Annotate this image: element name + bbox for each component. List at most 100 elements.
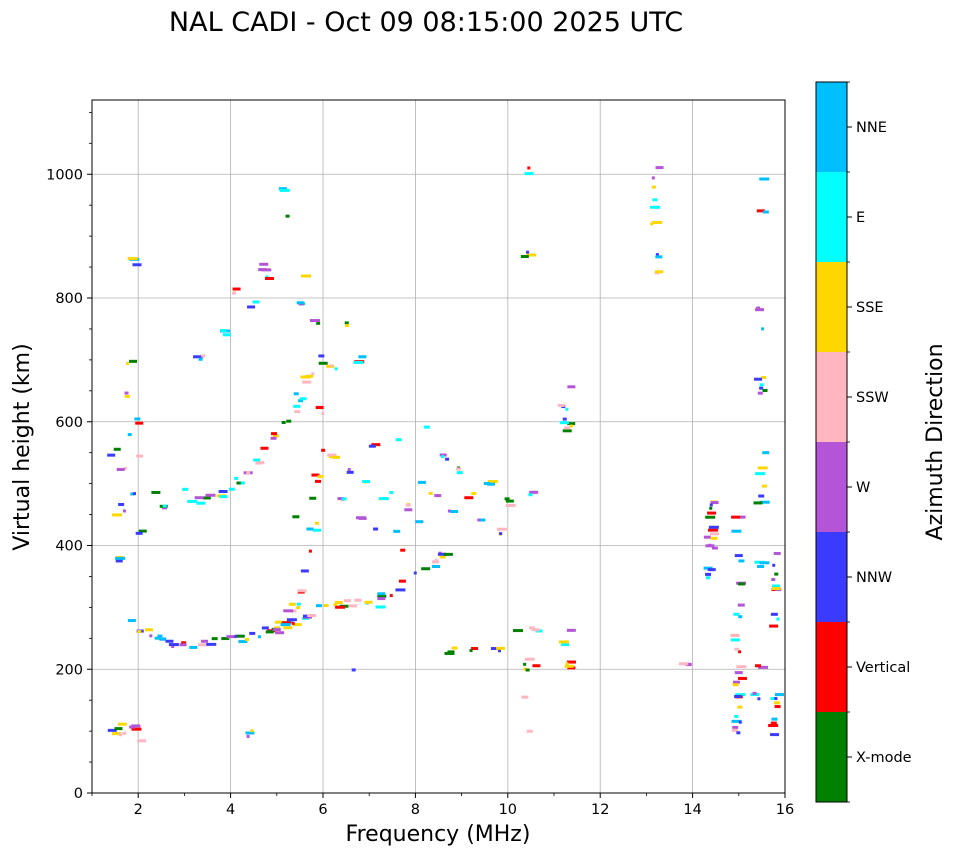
echo-point [293,392,299,396]
echo-point [711,546,718,550]
echo-point [732,680,740,684]
echo-point [298,399,304,403]
echo-point [651,176,655,180]
colorbar-segment [816,172,847,262]
echo-point [759,383,764,387]
echo-point [731,529,742,533]
echo-point [707,528,718,532]
echo-point [193,355,204,359]
echo-point [527,166,531,170]
echo-point [437,552,446,556]
echo-point [313,528,322,532]
echo-point [358,355,367,359]
echo-point [344,599,352,603]
echo-point [115,559,123,563]
echo-point [222,333,231,337]
echo-point [283,626,293,630]
echo-point [296,602,301,606]
echo-point [132,263,142,267]
echo-point [127,433,132,437]
echo-point [731,515,741,519]
x-tick-label: 12 [591,802,609,818]
echo-point [737,603,745,607]
echo-point [520,255,529,259]
echo-point [198,357,203,361]
echo-point [281,420,286,424]
colorbar-frame [815,81,848,803]
echo-point [272,628,281,632]
echo-point [738,676,748,680]
echo-point [264,276,274,280]
echo-point [182,487,189,491]
echo-point [710,536,718,540]
echo-point [296,301,304,305]
colorbar-segment [816,352,847,442]
echo-point [770,612,778,616]
echo-point [464,496,474,500]
echo-point [127,619,136,623]
echo-point [771,717,778,721]
echo-point [480,518,486,522]
echo-point [283,609,294,613]
echo-point [337,497,345,501]
echo-point [162,504,167,508]
echo-point [774,572,779,576]
echo-point [347,468,351,472]
echo-point [257,635,261,639]
echo-point [531,628,540,632]
echo-point [776,617,780,621]
echo-point [703,535,711,539]
echo-point [211,637,218,641]
x-tick-label: 2 [134,802,143,818]
echo-point [377,592,386,596]
echo-point [329,364,333,368]
echo-point [772,563,776,567]
echo-point [421,567,431,571]
echo-point [371,443,381,447]
echo-point [321,411,325,415]
echo-point [505,499,514,503]
echo-point [652,198,658,202]
echo-point [752,691,757,695]
echo-point [196,501,206,505]
colorbar-category-label: NNW [856,570,892,586]
echo-point [236,481,245,485]
echo-point [314,521,319,525]
echo-point [202,496,211,500]
echo-point [234,476,239,480]
echo-point [265,275,269,279]
echo-point [761,327,765,331]
echo-point [650,205,661,209]
echo-point [565,662,569,666]
echo-point [404,508,413,512]
echo-point [771,584,780,588]
echo-point [272,434,279,438]
echo-point [567,385,576,389]
echo-point [757,697,761,701]
echo-point [707,568,716,572]
echo-point [498,649,502,653]
echo-point [731,728,738,732]
echo-point [149,634,153,638]
echo-point [375,605,386,609]
echo-point [131,727,142,731]
echo-point [528,493,533,497]
echo-point [389,594,393,598]
echo-point [733,612,740,616]
echo-point [135,531,143,535]
echo-point [738,720,742,724]
echo-point [761,484,767,488]
echo-point [158,637,166,641]
echo-point [274,626,281,630]
echo-point [271,432,278,436]
echo-point [710,532,720,536]
echo-point [415,520,424,524]
echo-point [734,694,742,698]
echo-point [378,497,389,501]
echo-point [759,177,770,181]
x-tick-label: 8 [411,802,420,818]
echo-point [293,404,301,408]
echo-point [253,458,261,462]
echo-point [274,620,285,624]
echo-point [471,491,477,495]
